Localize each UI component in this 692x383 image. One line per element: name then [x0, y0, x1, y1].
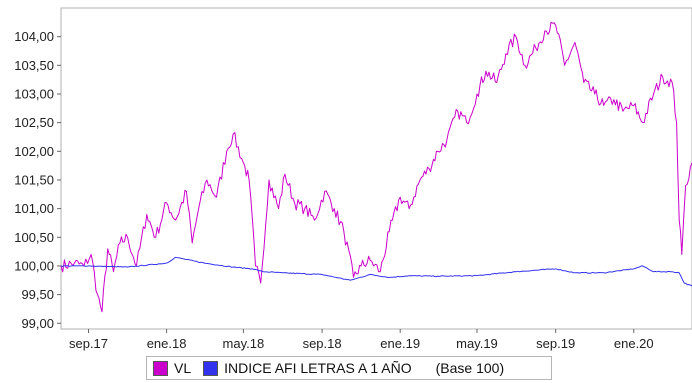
y-tick-label: 99,50 — [21, 287, 54, 302]
plot-area — [60, 7, 692, 330]
x-tick-label: ene.20 — [614, 336, 654, 351]
y-tick-label: 99,00 — [21, 316, 54, 331]
series-line-vl — [60, 21, 692, 313]
y-tick-label: 104,00 — [14, 29, 54, 44]
x-tick-label: sep.17 — [69, 336, 108, 351]
y-tick-label: 103,00 — [14, 86, 54, 101]
legend-label-indice: INDICE AFI LETRAS A 1 AÑO — [224, 360, 412, 376]
legend: VL INDICE AFI LETRAS A 1 AÑO (Base 100) — [146, 356, 552, 380]
y-tick-label: 100,50 — [14, 230, 54, 245]
y-tick-label: 102,00 — [14, 144, 54, 159]
legend-swatch-vl — [153, 360, 168, 376]
legend-label-vl: VL — [174, 360, 192, 376]
legend-entry-vl: VL — [153, 360, 191, 376]
legend-swatch-indice — [203, 360, 219, 376]
y-tick-label: 103,50 — [14, 58, 54, 73]
x-axis: sep.17 ene.18 may.18 sep.18 ene.19 may.19 sep.… — [69, 329, 654, 351]
y-tick-label: 100,00 — [14, 258, 54, 273]
x-tick-label: sep.19 — [536, 336, 575, 351]
y-tick-label: 102,50 — [14, 115, 54, 130]
x-tick-label: may.19 — [456, 336, 498, 351]
x-tick-label: may.18 — [223, 336, 265, 351]
legend-note: (Base 100) — [435, 360, 505, 376]
legend-entry-indice: INDICE AFI LETRAS A 1 AÑO — [203, 360, 412, 376]
series-line-indice — [60, 256, 692, 287]
x-tick-label: sep.18 — [303, 336, 342, 351]
series-layer — [60, 21, 692, 313]
x-tick-label: ene.19 — [380, 336, 420, 351]
y-tick-label: 101,00 — [14, 201, 54, 216]
x-tick-label: ene.18 — [147, 336, 187, 351]
line-chart: 99,00 99,50 100,00 100,50 101,00 101,50 102,00… — [14, 7, 692, 351]
y-tick-label: 101,50 — [14, 172, 54, 187]
y-axis: 99,00 99,50 100,00 100,50 101,00 101,50 102,00… — [14, 29, 61, 331]
